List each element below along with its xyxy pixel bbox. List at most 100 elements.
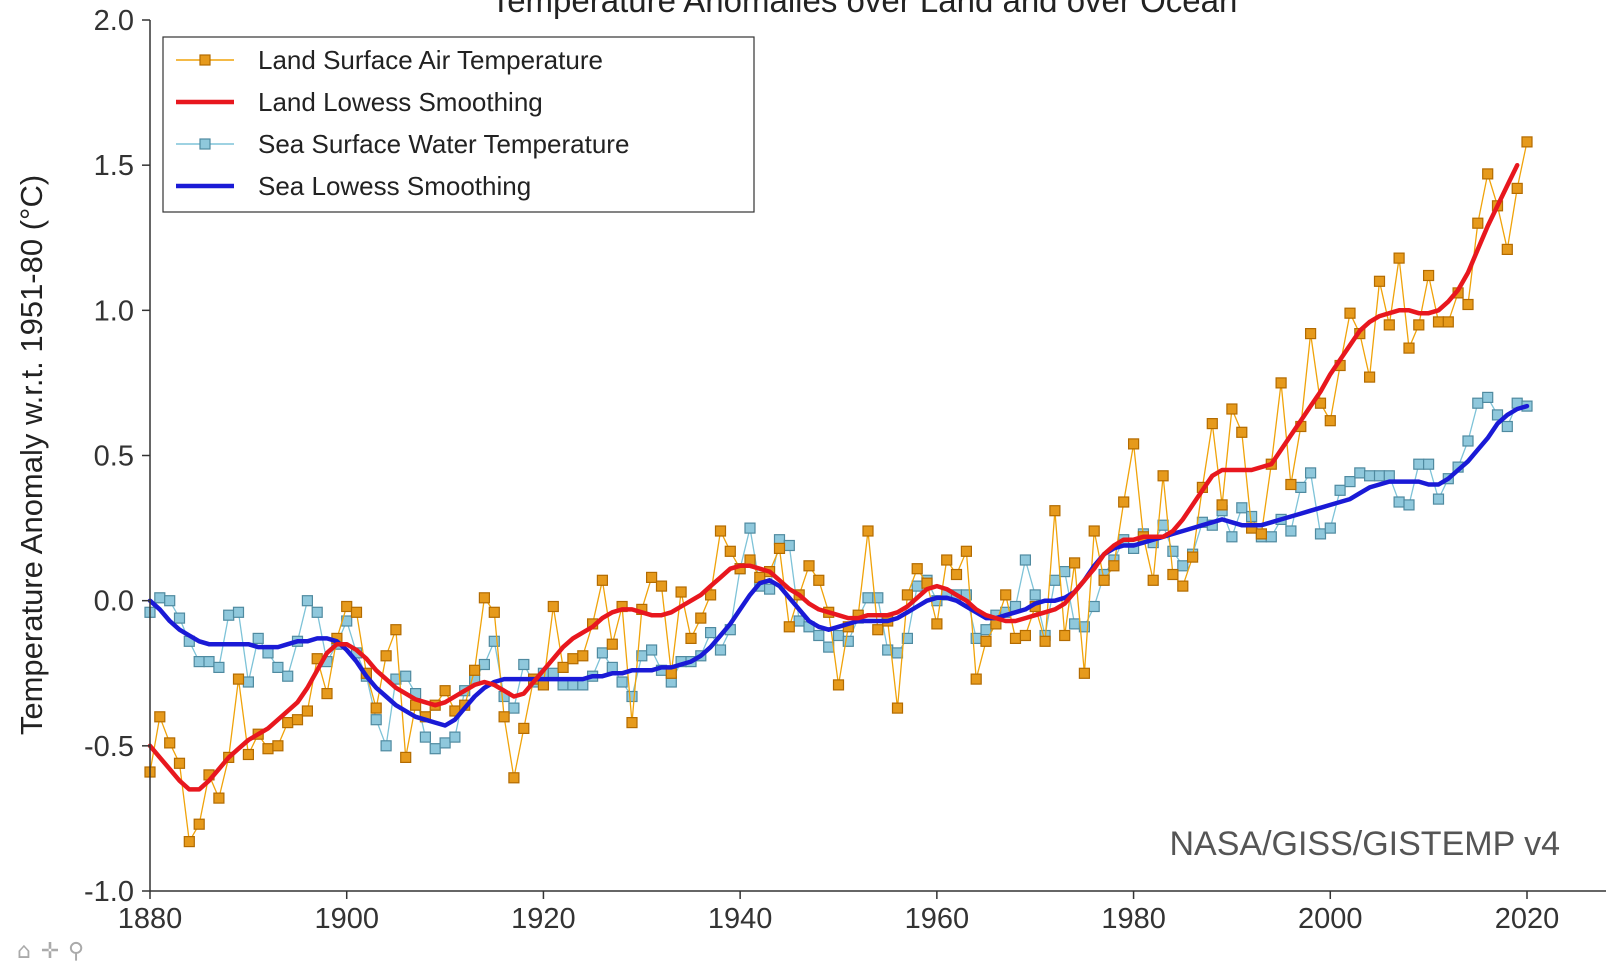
sea-temperature-point (567, 679, 579, 691)
x-tick-label: 1920 (511, 903, 576, 935)
land-temperature-point (183, 835, 195, 848)
sea-temperature-point (1373, 470, 1386, 482)
land-temperature-point (1167, 568, 1179, 581)
y-tick-label: 2.0 (94, 5, 134, 37)
sea-temperature-point (596, 647, 609, 659)
land-temperature-point (1127, 438, 1140, 450)
legend: Land Surface Air Temperature Land Lowess … (162, 36, 755, 213)
sea-temperature-point (606, 661, 618, 674)
land-temperature-point (606, 638, 618, 650)
sea-temperature-point (1236, 502, 1248, 514)
sea-temperature-point (242, 676, 254, 688)
land-temperature-point (1177, 580, 1189, 592)
land-lowess-line (147, 162, 1520, 792)
zoom-icon[interactable]: ⚲ (67, 939, 85, 964)
sea-temperature-point (370, 714, 382, 726)
land-temperature-point (891, 702, 904, 714)
land-temperature-point (862, 525, 874, 537)
sea-temperature-point (301, 595, 313, 607)
sea-temperature-point (1422, 458, 1435, 470)
sea-temperature-point (1413, 458, 1425, 470)
y-tick-label: 0.5 (94, 441, 134, 473)
sea-temperature-point (1049, 574, 1061, 586)
land-temperature-point (272, 740, 284, 752)
plot-area (144, 136, 1533, 848)
land-temperature-point (1393, 252, 1405, 264)
sea-temperature-line (149, 396, 1528, 750)
y-axis-label: Temperature Anomaly w.r.t. 1951-80 (°C) (14, 175, 49, 735)
sea-temperature-point (173, 612, 186, 624)
sea-temperature-point (1167, 545, 1179, 557)
source-annotation: NASA/GISS/GISTEMP v4 (1170, 825, 1561, 863)
sea-lowess-line (147, 403, 1530, 728)
sea-temperature-point (429, 743, 441, 755)
land-temperature-point (1236, 426, 1248, 438)
pan-icon[interactable]: ✛ (40, 939, 60, 964)
legend-label: Land Surface Air Temperature (258, 45, 603, 75)
sea-temperature-point (1363, 470, 1376, 482)
land-temperature-point (1206, 418, 1218, 430)
land-temperature-point (478, 592, 490, 604)
sea-temperature-point (832, 629, 845, 642)
land-temperature-point (537, 679, 550, 691)
sea-temperature-point (793, 615, 805, 627)
sea-temperature-point (478, 658, 490, 671)
y-tick-label: -1.0 (84, 876, 134, 908)
x-tick-label: 2020 (1495, 903, 1560, 935)
land-temperature-point (931, 618, 943, 630)
land-temperature-point (1521, 136, 1533, 148)
land-temperature-point (262, 743, 274, 755)
land-temperature-point (469, 664, 481, 676)
sea-temperature-point (272, 661, 284, 674)
sea-temperature-point (813, 629, 825, 642)
land-temperature-point (370, 702, 382, 714)
sea-temperature-point (518, 658, 530, 671)
land-temperature-point (518, 722, 530, 735)
legend-box (162, 36, 755, 213)
land-temperature-point (1482, 168, 1494, 180)
land-temperature-point (1304, 328, 1317, 340)
sea-temperature-point (872, 592, 884, 604)
land-temperature-point (1432, 316, 1445, 328)
land-temperature-point (1216, 499, 1228, 511)
land-temperature-point (596, 574, 609, 586)
land-temperature-point (950, 568, 963, 581)
sea-temperature-point (823, 641, 835, 653)
land-temperature-point (301, 705, 313, 717)
land-temperature-point (380, 650, 392, 662)
land-temperature-point (1472, 217, 1484, 229)
legend-swatch-marker (199, 54, 211, 66)
land-temperature-point (1068, 557, 1081, 569)
sea-temperature-point (547, 667, 559, 679)
sea-temperature-point (1265, 531, 1277, 543)
land-temperature-point (400, 751, 412, 764)
land-temperature-point (1118, 496, 1130, 508)
sea-temperature-point (744, 522, 756, 534)
land-temperature-point (557, 661, 569, 674)
land-temperature-point (714, 525, 727, 537)
sea-temperature-point (419, 731, 431, 743)
land-temperature-point (1019, 629, 1032, 642)
sea-temperature-point (645, 644, 658, 656)
sea-temperature-point (252, 632, 264, 645)
sea-temperature-point (1226, 531, 1238, 543)
land-temperature-point (803, 560, 815, 572)
y-tick-label: 1.0 (94, 295, 134, 327)
land-temperature-point (1108, 560, 1120, 572)
x-tick-label: 1980 (1101, 903, 1166, 935)
x-tick-label: 1960 (905, 903, 970, 935)
home-icon[interactable]: ⌂ (17, 939, 31, 964)
sea-temperature-point (862, 592, 874, 604)
sea-temperature-point (557, 679, 569, 691)
land-temperature-point (832, 679, 845, 691)
land-temperature-point (645, 571, 658, 584)
sea-temperature-point (203, 655, 215, 668)
land-temperature-point (626, 716, 638, 729)
land-temperature-point (980, 635, 992, 647)
sea-temperature-point (282, 670, 294, 682)
sea-temperature-point (980, 624, 992, 636)
land-temperature-point (1373, 275, 1386, 287)
sea-temperature-point (1068, 618, 1081, 630)
land-temperature-point (1314, 397, 1327, 409)
sea-temperature-point (488, 635, 500, 647)
